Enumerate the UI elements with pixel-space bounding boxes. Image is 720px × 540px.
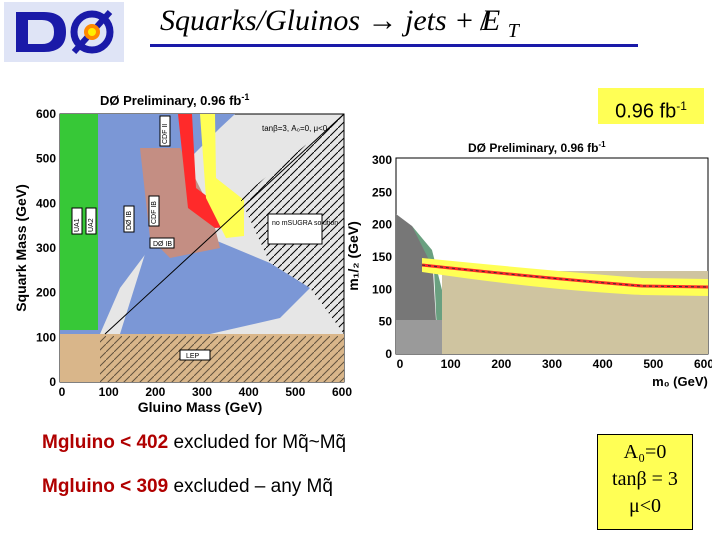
left-plot: DØ Preliminary, 0.96 fb-1 UA1 <box>10 88 355 418</box>
tick-label: 300 <box>542 357 562 371</box>
region-label-ua1: UA1 <box>74 218 81 232</box>
right-plot-title: DØ Preliminary, 0.96 fb-1 <box>468 140 606 155</box>
right-plot-xlabel: m₀ (GeV) <box>652 374 708 389</box>
param-tanbeta: tanβ = 3 <box>612 468 678 490</box>
tick-label: 300 <box>192 385 212 399</box>
bullet-2: Mgluino < 309 excluded – any Mq̃ <box>42 476 333 497</box>
tick-label: 50 <box>379 315 393 329</box>
tick-label: 200 <box>491 357 511 371</box>
left-plot-xlabel: Gluino Mass (GeV) <box>138 399 262 415</box>
met-slash-icon: / <box>479 4 489 37</box>
tick-label: 200 <box>145 385 165 399</box>
tick-label: 500 <box>36 152 56 166</box>
tick-label: 250 <box>372 185 392 199</box>
param-mu: μ<0 <box>628 495 661 517</box>
title-underline <box>150 44 638 47</box>
tick-label: 100 <box>36 330 56 344</box>
right-plot-xticks: 0 100 200 300 400 500 600 <box>397 357 715 371</box>
params-box: A₀=0 tanβ = 3 μ<0 <box>597 434 693 530</box>
left-plot-yticks: 0 100 200 300 400 500 600 <box>36 107 56 389</box>
tick-label: 100 <box>441 357 461 371</box>
tick-label: 100 <box>99 385 119 399</box>
met-symbol: E / T <box>479 4 519 42</box>
tick-label: 0 <box>385 347 392 361</box>
bullet-1: Mgluino < 402 excluded for Mq̃~Mq̃ <box>42 432 347 453</box>
region-label-no-msugra: no mSUGRA solution <box>272 220 338 227</box>
tick-label: 600 <box>332 385 352 399</box>
tick-label: 200 <box>36 286 56 300</box>
tick-label: 300 <box>36 241 56 255</box>
region-label-d0-ib-vertical: DØ IB <box>126 211 133 230</box>
left-plot-xticks: 0 100 200 300 400 500 600 <box>59 385 353 399</box>
tick-label: 100 <box>372 282 392 296</box>
param-a0: A₀=0 <box>623 441 667 463</box>
left-plot-title: DØ Preliminary, 0.96 fb-1 <box>100 92 249 108</box>
tick-label: 150 <box>372 250 392 264</box>
tick-label: 400 <box>239 385 259 399</box>
title-prefix: Squarks/Gluinos <box>160 4 361 37</box>
tick-label: 200 <box>372 218 392 232</box>
right-plot-ylabel: m₁/₂ (GeV) <box>345 221 361 291</box>
tick-label: 500 <box>285 385 305 399</box>
tick-label: 600 <box>694 357 712 371</box>
region-label-lep: LEP <box>186 353 200 360</box>
slide-title: Squarks/Gluinos → jets + E / T <box>160 4 519 43</box>
left-plot-params: tanβ=3, A₀=0, μ<0 <box>262 124 328 133</box>
tick-label: 500 <box>643 357 663 371</box>
tick-label: 400 <box>36 196 56 210</box>
left-plot-region-labels: UA1 UA2 DØ IB CDF IB CDF II DØ IB no mSU… <box>71 115 338 361</box>
tick-label: 300 <box>372 153 392 167</box>
region-label-ua2: UA2 <box>88 218 95 232</box>
tick-label: 0 <box>49 375 56 389</box>
logo-letter-d <box>16 12 66 52</box>
tick-label: 0 <box>59 385 66 399</box>
region-label-d0-ib: DØ IB <box>153 241 172 248</box>
luminosity-badge: 0.96 fb-1 <box>598 88 704 124</box>
region-label-cdf-ib: CDF IB <box>151 201 158 224</box>
title-suffix: jets + <box>405 4 475 37</box>
right-plot: DØ Preliminary, 0.96 fb-1 0 100 200 300 400 5… <box>342 130 715 392</box>
tick-label: 600 <box>36 107 56 121</box>
region-label-cdf-ii: CDF II <box>162 124 169 144</box>
do-logo <box>4 2 124 62</box>
arrow-icon: → <box>367 4 398 37</box>
tick-label: 400 <box>593 357 613 371</box>
right-plot-yticks: 0 50 100 150 200 250 300 <box>372 153 392 361</box>
tick-label: 0 <box>397 357 404 371</box>
left-plot-ylabel: Squark Mass (GeV) <box>13 184 29 312</box>
